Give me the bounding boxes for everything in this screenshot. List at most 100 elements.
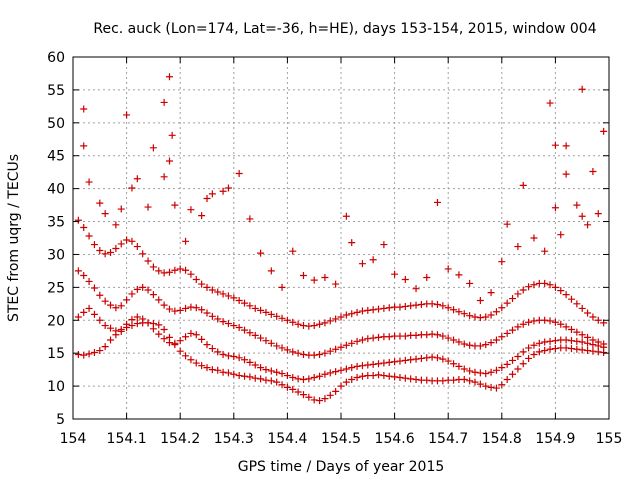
data-point <box>460 365 468 373</box>
data-point <box>492 366 500 374</box>
data-point <box>348 310 356 318</box>
data-point <box>584 221 592 229</box>
data-point <box>144 286 152 294</box>
data-point <box>165 305 173 313</box>
data-point <box>155 267 163 275</box>
data-point <box>401 275 409 283</box>
data-point <box>257 364 265 372</box>
data-point <box>187 270 195 278</box>
data-point <box>321 319 329 327</box>
data-point <box>192 359 200 367</box>
data-point <box>380 241 388 249</box>
data-point <box>407 302 415 310</box>
data-point <box>128 322 136 330</box>
data-point <box>573 345 581 353</box>
data-point <box>407 356 415 364</box>
data-point <box>412 301 420 309</box>
data-point <box>316 320 324 328</box>
data-point <box>476 342 484 350</box>
data-point <box>541 279 549 287</box>
data-point <box>133 243 141 251</box>
data-point <box>246 373 254 381</box>
data-point <box>262 376 270 384</box>
data-point <box>267 339 275 347</box>
data-point <box>423 354 431 362</box>
data-point <box>144 203 152 211</box>
data-point <box>267 367 275 375</box>
data-point <box>273 378 281 386</box>
data-point <box>283 316 291 324</box>
data-point <box>584 333 592 341</box>
data-point <box>471 368 479 376</box>
data-point <box>423 331 431 339</box>
data-point <box>107 336 115 344</box>
data-point <box>557 231 565 239</box>
data-point <box>251 304 259 312</box>
data-point <box>348 376 356 384</box>
data-point <box>278 314 286 322</box>
data-point <box>149 263 157 271</box>
data-point <box>299 350 307 358</box>
data-point <box>289 247 297 255</box>
y-tick-label: 5 <box>56 412 65 428</box>
data-point <box>439 355 447 363</box>
data-point <box>551 337 559 345</box>
data-point <box>273 368 281 376</box>
data-point <box>208 286 216 294</box>
data-point <box>289 374 297 382</box>
data-point <box>224 184 232 192</box>
data-point <box>573 328 581 336</box>
data-point <box>466 312 474 320</box>
data-point <box>407 375 415 383</box>
data-point <box>557 320 565 328</box>
data-point <box>165 339 173 347</box>
data-point <box>198 306 206 314</box>
data-point <box>112 304 120 312</box>
data-point <box>584 339 592 347</box>
data-point <box>476 380 484 388</box>
data-point <box>192 331 200 339</box>
axis-ticks <box>72 56 610 420</box>
data-point <box>584 347 592 355</box>
data-point <box>450 306 458 314</box>
data-point <box>567 345 575 353</box>
data-point <box>573 300 581 308</box>
data-point <box>316 397 324 405</box>
y-tick-label: 50 <box>47 116 65 132</box>
data-point <box>471 378 479 386</box>
data-point <box>503 329 511 337</box>
data-point <box>348 339 356 347</box>
data-point <box>182 266 190 274</box>
y-tick-label: 40 <box>47 182 65 198</box>
data-point <box>235 324 243 332</box>
data-point <box>310 374 318 382</box>
data-point <box>278 283 286 291</box>
data-point <box>90 284 98 292</box>
data-point <box>535 348 543 356</box>
data-point <box>176 306 184 314</box>
data-point <box>208 345 216 353</box>
data-point <box>128 316 136 324</box>
data-point <box>503 376 511 384</box>
data-point <box>267 267 275 275</box>
data-point <box>251 374 259 382</box>
data-point <box>332 315 340 323</box>
data-point <box>358 362 366 370</box>
data-point <box>353 308 361 316</box>
data-point <box>353 362 361 370</box>
data-point <box>321 273 329 281</box>
data-point <box>391 358 399 366</box>
data-point <box>439 377 447 385</box>
data-point <box>74 216 82 224</box>
data-point <box>471 313 479 321</box>
data-point <box>262 337 270 345</box>
data-point <box>283 383 291 391</box>
data-point <box>316 350 324 358</box>
data-point <box>230 352 238 360</box>
data-point <box>96 247 104 255</box>
data-point <box>519 320 527 328</box>
data-point <box>562 170 570 178</box>
data-point <box>525 344 533 352</box>
data-point <box>139 250 147 258</box>
x-tick-label: 154.2 <box>160 431 200 447</box>
